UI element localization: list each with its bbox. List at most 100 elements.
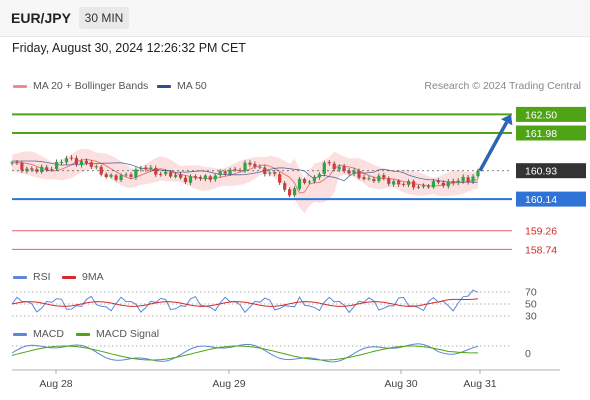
candle-body bbox=[332, 163, 336, 169]
candle-body bbox=[174, 175, 178, 177]
candle-body bbox=[144, 167, 148, 170]
rsi-level-label: 70 bbox=[525, 287, 537, 299]
bollinger-legend-label: MA 20 + Bollinger Bands bbox=[33, 80, 149, 92]
candle-body bbox=[441, 182, 445, 186]
candle-body bbox=[387, 178, 391, 184]
candle-body bbox=[258, 166, 262, 168]
forecast-arrow-head bbox=[501, 114, 513, 126]
candle-body bbox=[461, 176, 465, 182]
rsi-level-label: 50 bbox=[525, 299, 537, 311]
rsi-ma-swatch bbox=[62, 275, 76, 279]
resistance-box-0 bbox=[516, 106, 586, 122]
x-tick-label: Aug 31 bbox=[463, 378, 496, 390]
candle-body bbox=[466, 177, 470, 182]
candle-body bbox=[357, 171, 361, 178]
rsi-ma-line bbox=[11, 298, 479, 307]
candle-body bbox=[471, 176, 475, 182]
symbol-label: EUR/JPY bbox=[11, 10, 71, 26]
candle-body bbox=[45, 167, 49, 171]
level-label-2: 160.93 bbox=[525, 166, 557, 178]
candle-body bbox=[169, 172, 173, 177]
candle-body bbox=[317, 174, 321, 178]
candle-body bbox=[179, 174, 183, 178]
candle-body bbox=[183, 177, 188, 182]
candle-body bbox=[154, 168, 158, 175]
macd-signal-line bbox=[11, 345, 478, 361]
candle-body bbox=[20, 162, 24, 171]
candle-body bbox=[426, 186, 430, 188]
candle-body bbox=[164, 171, 168, 175]
candle-body bbox=[362, 177, 366, 180]
candle-body bbox=[233, 169, 237, 171]
timeframe-button[interactable]: 30 MIN bbox=[79, 7, 129, 29]
candle-body bbox=[223, 171, 227, 174]
candle-body bbox=[416, 186, 421, 188]
candle-body bbox=[35, 169, 39, 172]
rsi-level-label: 30 bbox=[525, 311, 537, 323]
candle-body bbox=[79, 161, 83, 165]
candle-body bbox=[188, 176, 193, 183]
macd-signal-legend-label: MACD Signal bbox=[96, 328, 160, 340]
candle-body bbox=[476, 170, 480, 177]
candle-body bbox=[382, 175, 386, 179]
candle-body bbox=[337, 166, 341, 170]
candle-body bbox=[228, 169, 232, 175]
candle-body bbox=[268, 172, 272, 174]
rsi-ma-legend-label: 9MA bbox=[82, 271, 104, 283]
x-tick-label: Aug 28 bbox=[39, 378, 72, 390]
candle-body bbox=[124, 174, 128, 176]
candle-body bbox=[273, 172, 277, 174]
candle-body bbox=[352, 170, 356, 175]
candle-body bbox=[159, 174, 163, 176]
candle-body bbox=[456, 180, 460, 183]
candle-body bbox=[451, 181, 455, 184]
candle-body bbox=[412, 181, 416, 188]
level-label-3: 160.14 bbox=[525, 194, 557, 206]
legend-macd: MACD bbox=[13, 328, 64, 340]
candle-body bbox=[119, 175, 123, 180]
datetime-label: Friday, August 30, 2024 12:26:32 PM CET bbox=[12, 41, 246, 55]
candle-body bbox=[307, 181, 311, 183]
legend-bollinger: MA 20 + Bollinger Bands bbox=[13, 80, 148, 92]
ma50-swatch bbox=[157, 84, 171, 88]
candle-body bbox=[243, 162, 247, 171]
rsi-legend-label: RSI bbox=[33, 271, 51, 283]
candle-body bbox=[446, 181, 450, 187]
x-tick-label: Aug 29 bbox=[212, 378, 245, 390]
candle-body bbox=[84, 160, 88, 163]
level-label-4: 159.26 bbox=[525, 226, 557, 238]
candle-body bbox=[114, 175, 118, 180]
candle-body bbox=[322, 162, 326, 174]
level-label-0: 162.50 bbox=[525, 109, 557, 121]
rsi-line bbox=[11, 289, 479, 314]
macd-signal-swatch bbox=[76, 332, 90, 336]
candle-body bbox=[149, 167, 153, 170]
candle-body bbox=[69, 157, 74, 159]
candle-body bbox=[99, 166, 103, 175]
candle-body bbox=[129, 174, 133, 177]
bollinger-swatch bbox=[13, 84, 27, 88]
level-label-5: 158.74 bbox=[525, 244, 557, 256]
ma50-legend-label: MA 50 bbox=[177, 80, 207, 92]
candle-body bbox=[312, 176, 316, 182]
candle-body bbox=[50, 169, 54, 171]
legend-rsi-ma: 9MA bbox=[62, 271, 104, 283]
candle-body bbox=[10, 162, 14, 164]
candle-body bbox=[288, 189, 292, 196]
macd-swatch bbox=[13, 332, 27, 336]
candle-body bbox=[139, 168, 143, 170]
candle-body bbox=[278, 174, 282, 183]
candle-body bbox=[30, 168, 34, 170]
candle-body bbox=[15, 161, 19, 163]
candle-body bbox=[347, 170, 351, 174]
candle-body bbox=[342, 166, 346, 171]
legend-macd-signal: MACD Signal bbox=[76, 328, 159, 340]
candle-body bbox=[263, 167, 267, 175]
candle-body bbox=[40, 166, 44, 173]
candle-body bbox=[64, 158, 69, 163]
chart-header: EUR/JPY 30 MIN bbox=[0, 0, 590, 37]
candle-body bbox=[134, 169, 138, 178]
current-price-box bbox=[516, 163, 586, 179]
candle-body bbox=[302, 179, 307, 183]
candle-body bbox=[213, 175, 217, 180]
